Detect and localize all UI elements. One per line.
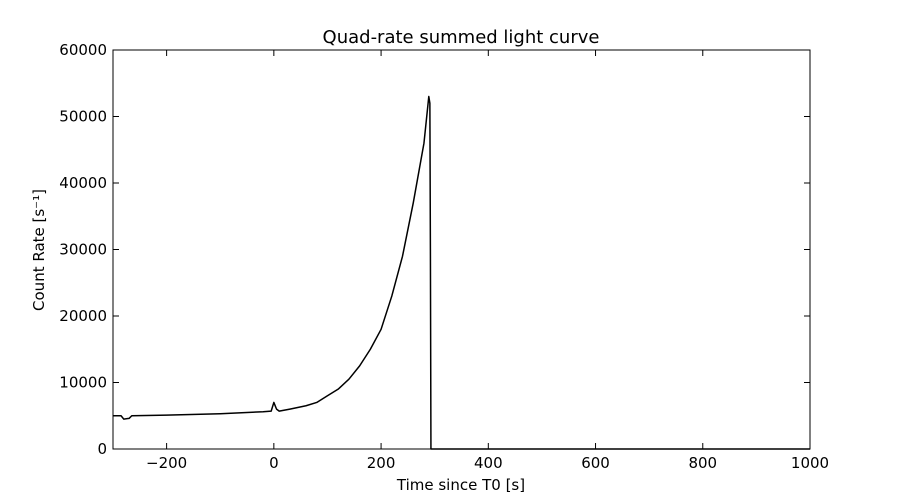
x-tick-label: 400 — [474, 454, 503, 472]
chart-title: Quad-rate summed light curve — [323, 27, 600, 48]
y-tick-label: 20000 — [59, 307, 107, 325]
y-tick-label: 10000 — [59, 374, 107, 392]
x-tick-label: −200 — [146, 454, 187, 472]
y-tick-label: 0 — [97, 440, 107, 458]
data-line — [113, 95, 810, 450]
x-tick-label: 600 — [581, 454, 610, 472]
y-tick-label: 60000 — [59, 41, 107, 59]
x-tick-label: 800 — [688, 454, 717, 472]
x-tick-label: 0 — [269, 454, 279, 472]
x-tick-label: 200 — [367, 454, 396, 472]
y-tick-label: 40000 — [59, 174, 107, 192]
y-tick-label: 50000 — [59, 108, 107, 126]
plot-frame — [112, 49, 811, 450]
x-tick-label: 1000 — [791, 454, 829, 472]
y-axis-label: Count Rate [s⁻¹] — [30, 189, 48, 311]
x-axis-label: Time since T0 [s] — [396, 476, 525, 494]
y-tick-label: 30000 — [59, 241, 107, 259]
